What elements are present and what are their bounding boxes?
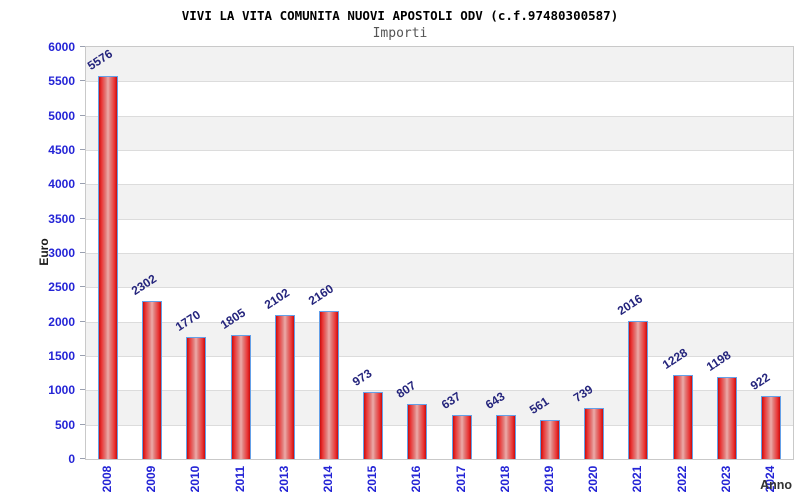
y-tick-mark [80,286,85,288]
bar-2011 [231,335,251,459]
y-tick-mark [80,149,85,150]
gridline [86,115,793,117]
grid-band [86,253,793,288]
bar-2013 [275,315,295,459]
x-tick-label: 2018 [498,465,512,493]
gridline [86,184,793,186]
gridline [86,424,793,426]
x-tick-label: 2023 [719,465,733,493]
x-tick-label: 2015 [365,465,379,493]
x-tick-label: 2016 [409,465,423,493]
y-tick-label: 5000 [48,108,75,123]
chart-title: VIVI LA VITA COMUNITA NUOVI APOSTOLI ODV… [181,8,619,23]
x-axis-title: Anno [760,478,792,492]
bar-2014 [319,311,339,459]
gridline [86,253,793,254]
y-tick-label: 5500 [48,74,75,89]
gridline [86,390,793,392]
x-tick-label: 2020 [586,465,600,493]
grid-band [86,218,793,253]
y-tick-mark [80,114,85,116]
x-tick-label: 2019 [542,465,556,493]
gridline [86,287,793,289]
y-tick-mark [80,252,85,253]
bar-2016 [407,404,427,459]
plot-area: 5576 2302 1770 1805 2102 2160 973 807 637 643 561 7… [85,46,794,460]
bar-2019 [540,420,560,459]
bar-2021 [628,321,648,459]
bar-2015 [363,392,383,459]
y-tick-mark [80,217,85,219]
y-tick-mark [80,80,85,82]
y-tick-mark [80,183,85,185]
y-tick-label: 0 [68,452,75,466]
y-tick-label: 500 [54,417,75,432]
bar-2010 [186,337,206,459]
bar-2023 [717,377,737,459]
x-tick-label: 2010 [188,465,202,493]
y-tick-label: 4500 [48,143,75,157]
bar-2024 [761,396,781,459]
grid-band [86,184,793,219]
gridline [86,356,793,357]
y-tick-label: 4000 [48,177,75,192]
grid-band [86,287,793,322]
bar-2022 [673,375,693,459]
gridline [86,150,793,151]
y-tick-label: 3000 [48,246,75,260]
y-tick-mark [80,320,85,322]
x-tick-label: 2017 [454,465,468,493]
grid-band [86,81,793,116]
bar-2018 [496,415,516,459]
x-tick-label: 2022 [675,465,689,493]
bar-2020 [584,408,604,459]
chart-subtitle: Importi [372,26,428,41]
y-tick-mark [80,423,85,425]
x-tick-label: 2014 [321,465,335,493]
y-tick-label: 6000 [48,40,75,54]
grid-band [86,115,793,150]
grid-band [86,47,793,82]
bar-2017 [452,415,472,459]
y-tick-label: 1500 [48,349,75,363]
gridline [86,218,793,220]
y-tick-label: 3500 [48,211,75,226]
y-tick-mark [80,46,85,47]
y-tick-label: 2500 [48,280,75,295]
x-tick-label: 2013 [277,465,291,493]
x-tick-label: 2021 [630,465,644,493]
grid-band [86,150,793,185]
y-tick-mark [80,389,85,391]
bar-2009 [142,301,162,459]
y-tick-mark [80,355,85,356]
y-tick-mark [80,458,85,459]
x-tick-label: 2008 [100,465,114,493]
x-axis: 2008 2009 2010 2011 2013 2014 2015 2016 2017 2018… [85,459,792,500]
gridline [86,81,793,83]
y-axis: 0 500 1000 1500 2000 2500 3000 3500 4000 4500 5000… [0,41,85,465]
y-tick-label: 1000 [48,383,75,398]
x-tick-label: 2011 [233,465,247,493]
y-axis-title: Euro [37,238,51,266]
gridline [86,321,793,323]
x-tick-label: 2009 [144,465,158,493]
bar-2008 [98,76,118,459]
y-tick-label: 2000 [48,314,75,329]
